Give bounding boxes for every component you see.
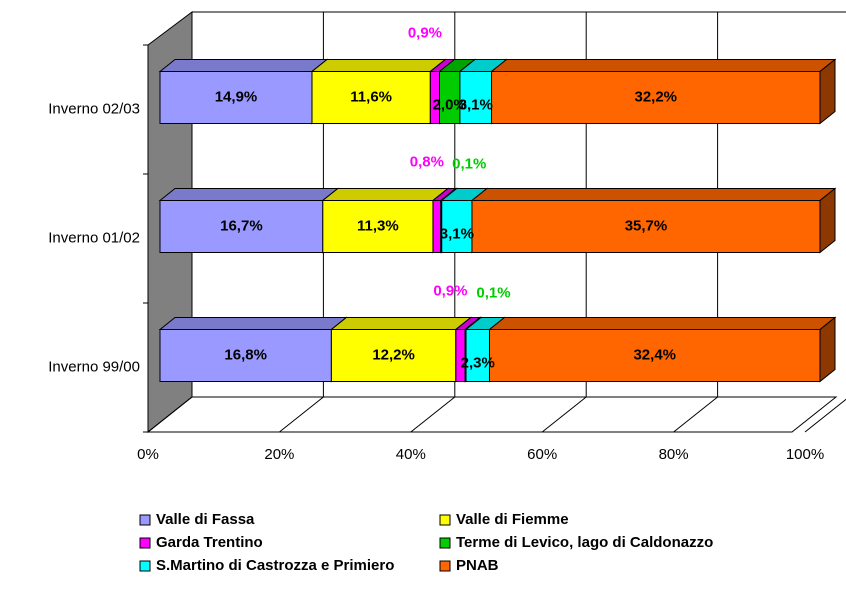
value-label: 16,7%: [220, 217, 263, 234]
value-label: 0,1%: [452, 155, 486, 172]
x-tick-label: 60%: [527, 446, 557, 463]
bar: [330, 329, 457, 382]
value-label: 0,8%: [410, 153, 444, 170]
bar: [488, 329, 821, 382]
legend-swatch: [139, 560, 151, 572]
bar-top: [310, 59, 447, 72]
bar-top: [329, 317, 473, 330]
value-label: 0,9%: [433, 282, 467, 299]
legend-label: Valle di Fiemme: [456, 511, 569, 528]
bar: [491, 71, 821, 124]
x-tick-label: 80%: [659, 446, 689, 463]
bar-top: [321, 188, 450, 201]
grid-line: [541, 396, 587, 433]
bar-top: [470, 188, 837, 201]
value-label: 35,7%: [625, 217, 668, 234]
bar: [159, 71, 313, 124]
grid-line: [147, 396, 193, 433]
legend-swatch: [439, 514, 451, 526]
value-label: 11,6%: [350, 88, 392, 105]
x-tick-label: 100%: [786, 446, 824, 463]
bar: [322, 200, 434, 253]
grid-line: [279, 396, 324, 433]
bar-top: [158, 59, 329, 72]
bar-top: [490, 59, 837, 72]
x-tick-label: 40%: [396, 446, 426, 463]
legend-label: S.Martino di Castrozza e Primiero: [156, 557, 394, 574]
value-label: 0,9%: [408, 24, 442, 41]
bar: [159, 329, 332, 382]
value-label: 16,8%: [224, 346, 267, 363]
grid-line: [804, 398, 846, 433]
value-label: 3,1%: [440, 225, 474, 242]
x-tick-label: 20%: [264, 446, 294, 463]
value-label: 2,0%: [433, 96, 467, 113]
legend-label: Valle di Fassa: [156, 511, 255, 528]
legend-label: Terme di Levico, lago di Caldonazzo: [456, 534, 713, 551]
category-label: Inverno 01/02: [48, 229, 140, 246]
bar-side: [819, 58, 836, 125]
value-label: 3,1%: [459, 96, 493, 113]
floor: [146, 396, 838, 433]
legend-label: Garda Trentino: [156, 534, 263, 551]
legend-swatch: [439, 560, 451, 572]
category-label: Inverno 99/00: [48, 358, 140, 375]
value-label: 32,2%: [634, 88, 677, 105]
legend-swatch: [139, 514, 151, 526]
grid-line: [673, 396, 718, 433]
bar-top: [488, 317, 837, 330]
bar: [459, 71, 493, 124]
legend-swatch: [439, 537, 451, 549]
bar: [311, 71, 431, 124]
bar: [441, 200, 473, 253]
value-label: 32,4%: [633, 346, 676, 363]
value-label: 14,9%: [215, 88, 258, 105]
bar-top: [158, 188, 340, 201]
bar-top: [158, 317, 348, 330]
grid-line: [410, 396, 456, 433]
legend-swatch: [139, 537, 151, 549]
bar-side: [819, 187, 836, 254]
bar: [471, 200, 821, 253]
bar: [159, 200, 324, 253]
legend-label: PNAB: [456, 557, 499, 574]
value-label: 2,3%: [461, 354, 495, 371]
x-tick-label: 0%: [137, 446, 159, 463]
value-label: 0,1%: [476, 284, 510, 301]
category-label: Inverno 02/03: [48, 100, 140, 117]
value-label: 12,2%: [372, 346, 415, 363]
value-label: 11,3%: [357, 217, 399, 234]
bar-side: [819, 316, 836, 383]
